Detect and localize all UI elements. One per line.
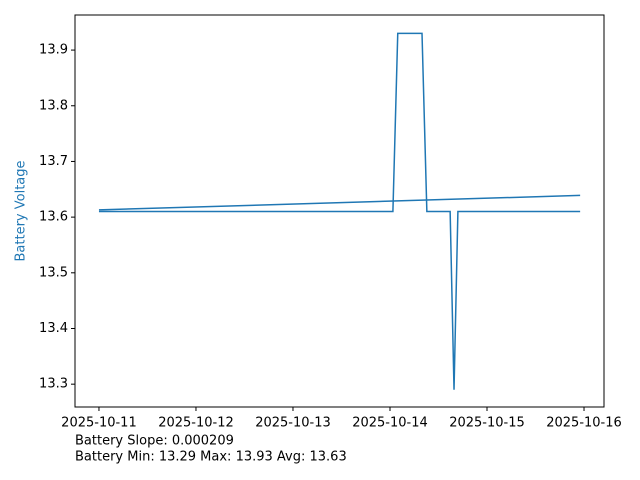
line xyxy=(98,194,581,211)
x-tick-label: 2025-10-13 xyxy=(255,416,331,431)
x-tick-label: 2025-10-16 xyxy=(546,416,622,431)
y-tick-label: 13.9 xyxy=(39,43,68,58)
x-tick-label: 2025-10-12 xyxy=(158,416,234,431)
y-tick-label: 13.5 xyxy=(39,265,68,280)
plot-frame xyxy=(74,14,605,408)
x-tick-label: 2025-10-15 xyxy=(449,416,525,431)
x-tick-label: 2025-10-11 xyxy=(61,416,137,431)
y-tick-label: 13.7 xyxy=(39,154,68,169)
y-tick-label: 13.3 xyxy=(39,377,68,392)
y-axis-label: Battery Voltage xyxy=(14,160,29,261)
y-tick-label: 13.8 xyxy=(39,98,68,113)
annotation: Battery Min: 13.29 Max: 13.93 Avg: 13.63 xyxy=(75,450,347,465)
line xyxy=(98,32,581,390)
y-tick-label: 13.6 xyxy=(39,210,68,225)
x-tick-label: 2025-10-14 xyxy=(352,416,428,431)
y-tick-label: 13.4 xyxy=(39,321,68,336)
annotation: Battery Slope: 0.000209 xyxy=(75,434,234,449)
